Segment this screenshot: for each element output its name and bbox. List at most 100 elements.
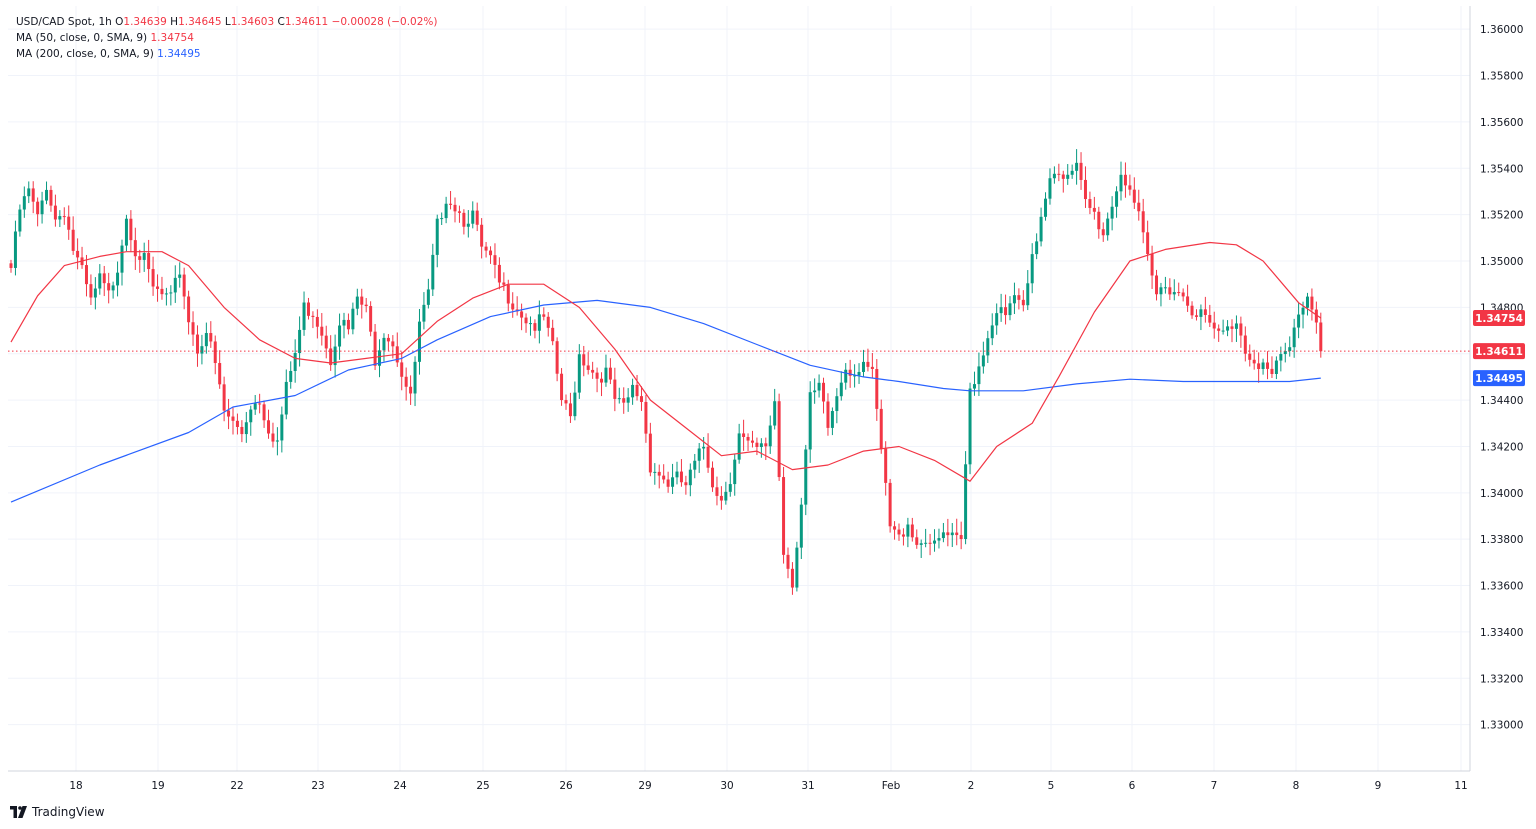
candle-body: [568, 403, 572, 417]
candle-body: [999, 307, 1003, 314]
tradingview-brand[interactable]: TradingView: [10, 805, 105, 819]
ma50-label: MA (50, close, 0, SMA, 9): [16, 32, 148, 44]
candle-body: [1039, 216, 1043, 242]
time-tick-label: 8: [1293, 780, 1300, 792]
candle-body: [1266, 362, 1270, 369]
candle-body: [1168, 287, 1172, 295]
candle-body: [595, 372, 599, 379]
candle-body: [373, 331, 377, 366]
candle-body: [475, 210, 479, 225]
candle-body: [1083, 179, 1087, 200]
price-tick-label: 1.34200: [1480, 441, 1523, 453]
candle-body: [693, 460, 697, 470]
candle-body: [560, 373, 564, 401]
legend-ma200-row[interactable]: MA (200, close, 0, SMA, 9) 1.34495: [16, 46, 437, 62]
symbol-label[interactable]: USD/CAD Spot, 1h: [16, 16, 112, 28]
candle-body: [413, 361, 417, 394]
ma200-line: [10, 299, 1321, 503]
price-tick-label: 1.35200: [1480, 210, 1523, 222]
price-axis[interactable]: 1.36000 1.35800 1.35600 1.35400 1.35200 1.350…: [1480, 24, 1523, 731]
candle-body: [622, 398, 626, 403]
candle-body: [120, 245, 124, 273]
candle-body: [1026, 283, 1030, 306]
time-tick-label: 30: [720, 780, 733, 792]
candle-body: [235, 420, 239, 427]
time-axis[interactable]: 18 19 22 23 24 25 26 29 30 31 Feb 2 5 6 7 8 9 11: [69, 780, 1467, 792]
candle-body: [546, 316, 550, 328]
change-value: −0.00028 (−0.02%): [331, 16, 438, 28]
candle-body: [804, 449, 808, 505]
candle-body: [1292, 327, 1296, 348]
candle-body: [817, 382, 821, 391]
candle-body: [31, 188, 35, 202]
candle-body: [1052, 173, 1056, 179]
price-badge-text: 1.34611: [1475, 346, 1523, 358]
candle-body: [697, 448, 701, 461]
price-badge-bg: [1473, 310, 1525, 327]
candle-body: [209, 333, 213, 342]
candle-body: [955, 532, 959, 536]
ma200-label: MA (200, close, 0, SMA, 9): [16, 48, 154, 60]
candle-body: [124, 218, 128, 246]
price-tick-label: 1.35600: [1480, 117, 1523, 129]
price-badge-text: 1.34495: [1475, 373, 1523, 385]
time-tick-label: 18: [69, 780, 82, 792]
candle-body: [289, 370, 293, 382]
candle-body: [71, 229, 75, 251]
candle-body: [466, 223, 470, 227]
candle-body: [719, 495, 723, 501]
candle-body: [1248, 353, 1252, 360]
candle-body: [893, 526, 897, 530]
candle-body: [608, 367, 612, 380]
candle-body: [1208, 314, 1212, 323]
candle-body: [489, 250, 493, 256]
candle-body: [777, 401, 781, 478]
candle-body: [1283, 350, 1287, 355]
candle-body: [866, 361, 870, 367]
candle-body: [1186, 296, 1190, 306]
candle-body: [13, 231, 17, 268]
axis-frame: [8, 6, 1471, 772]
candle-body: [409, 386, 413, 394]
candle-body: [484, 246, 488, 251]
candle-body: [524, 317, 528, 324]
time-tick-label: 23: [311, 780, 324, 792]
candle-body: [750, 440, 754, 443]
candle-body: [639, 396, 643, 402]
legend-ma50-row[interactable]: MA (50, close, 0, SMA, 9) 1.34754: [16, 30, 437, 46]
candle-body: [728, 484, 732, 492]
candle-body: [324, 335, 328, 349]
candle-body: [1017, 295, 1021, 300]
candle-body: [786, 554, 790, 569]
candle-body: [404, 376, 408, 387]
price-badge-ma200: 1.34495: [1473, 370, 1525, 387]
candle-body: [782, 477, 786, 555]
candle-body: [591, 369, 595, 373]
candle-body: [986, 338, 990, 356]
candle-body: [1057, 173, 1061, 175]
candle-body: [706, 446, 710, 468]
candle-body: [564, 400, 568, 404]
candle-body: [182, 274, 186, 297]
candle-body: [759, 443, 763, 448]
candle-body: [53, 205, 57, 220]
candle-body: [968, 388, 972, 465]
candle-body: [542, 314, 546, 317]
candle-body: [102, 273, 106, 284]
candle-body: [1128, 185, 1132, 190]
candle-body: [910, 524, 914, 538]
candle-body: [311, 315, 315, 317]
candle-body: [853, 375, 857, 377]
candle-body: [142, 253, 146, 260]
price-tick-label: 1.33600: [1480, 581, 1523, 593]
price-tick-label: 1.35000: [1480, 256, 1523, 268]
candle-body: [471, 210, 475, 224]
time-tick-label: 6: [1129, 780, 1136, 792]
candle-body: [1110, 206, 1114, 219]
candle-body: [604, 367, 608, 383]
candle-body: [1106, 218, 1110, 236]
ma50-line: [10, 241, 1322, 482]
candle-body: [1279, 354, 1283, 361]
candle-body: [222, 384, 226, 411]
